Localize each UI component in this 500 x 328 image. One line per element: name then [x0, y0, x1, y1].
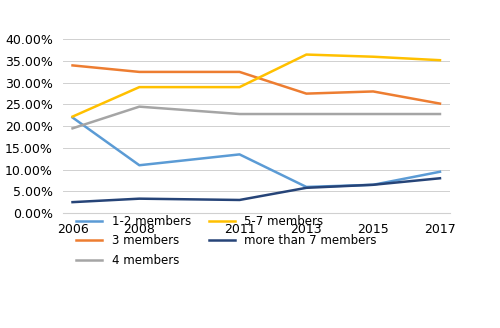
more than 7 members	[437, 176, 443, 180]
3 members	[236, 70, 242, 74]
Line: 5-7 members: 5-7 members	[72, 54, 440, 117]
Line: more than 7 members: more than 7 members	[72, 178, 440, 202]
4 members	[370, 112, 376, 116]
5-7 members	[304, 52, 310, 56]
1-2 members	[236, 153, 242, 156]
4 members	[70, 126, 75, 130]
4 members	[136, 105, 142, 109]
3 members	[370, 90, 376, 93]
3 members	[136, 70, 142, 74]
4 members	[304, 112, 310, 116]
4 members	[236, 112, 242, 116]
more than 7 members	[136, 197, 142, 201]
1-2 members	[136, 163, 142, 167]
1-2 members	[370, 183, 376, 187]
more than 7 members	[236, 198, 242, 202]
1-2 members	[437, 170, 443, 174]
5-7 members	[370, 55, 376, 59]
3 members	[70, 63, 75, 67]
Legend: 1-2 members, 3 members, 4 members, 5-7 members, more than 7 members: 1-2 members, 3 members, 4 members, 5-7 m…	[76, 215, 376, 267]
3 members	[437, 102, 443, 106]
Line: 4 members: 4 members	[72, 107, 440, 128]
more than 7 members	[370, 183, 376, 187]
1-2 members	[70, 115, 75, 119]
4 members	[437, 112, 443, 116]
1-2 members	[304, 185, 310, 189]
3 members	[304, 92, 310, 95]
more than 7 members	[304, 186, 310, 190]
Line: 3 members: 3 members	[72, 65, 440, 104]
5-7 members	[437, 58, 443, 62]
Line: 1-2 members: 1-2 members	[72, 117, 440, 187]
5-7 members	[70, 115, 75, 119]
5-7 members	[136, 85, 142, 89]
5-7 members	[236, 85, 242, 89]
more than 7 members	[70, 200, 75, 204]
